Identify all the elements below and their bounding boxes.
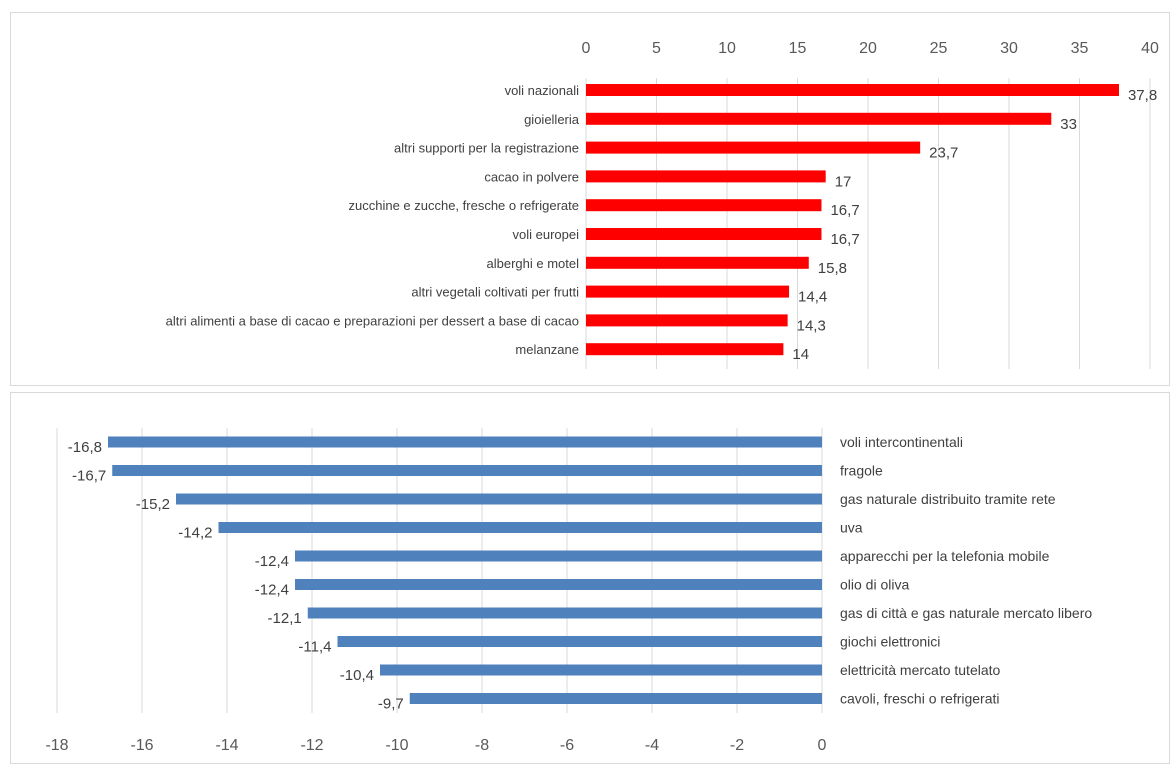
x-tick-label: -4 [645,737,659,754]
category-label: alberghi e motel [487,256,580,271]
data-label: 14,3 [797,317,826,334]
data-label: -15,2 [136,496,170,513]
x-tick-label: 35 [1071,40,1089,57]
category-label: cavoli, freschi o refrigerati [840,691,1000,707]
data-label: 16,7 [830,231,859,248]
bar [586,199,822,212]
x-tick-label: 0 [818,737,827,754]
bar [307,607,822,619]
bar [108,436,822,448]
bar [586,84,1119,96]
category-label: apparecchi per la telefonia mobile [840,548,1050,564]
bar [586,285,790,298]
bar [295,550,822,562]
bar [586,256,809,269]
data-label: -16,8 [68,439,102,456]
category-label: gas di città e gas naturale mercato libe… [840,605,1092,621]
bar [112,465,822,476]
category-label: altri supporti per la registrazione [394,141,579,156]
x-tick-label: 30 [1000,40,1018,57]
x-tick-label: -8 [475,737,489,754]
category-label: gas naturale distribuito tramite rete [840,491,1056,507]
category-label: melanzane [515,342,579,357]
bar [586,141,921,154]
bar [380,664,822,676]
category-label: elettricità mercato tutelato [840,662,1001,678]
data-label: 16,7 [830,202,859,219]
data-label: 14,4 [798,289,827,306]
bottom-chart-panel: -18 -16 -14 -12 -10 -8 -6 -4 -2 0 -16,8 voli interc… [10,392,1170,764]
x-tick-label: -14 [215,737,238,754]
data-label: -11,4 [298,639,331,656]
bar [586,343,784,356]
category-label: gioielleria [524,112,580,127]
x-tick-label: -18 [45,737,68,754]
category-label: uva [840,520,863,536]
data-label: -12,1 [268,610,302,627]
x-tick-label: -10 [385,737,408,754]
bar [218,522,822,533]
data-label: -12,4 [255,553,289,570]
x-tick-label: 25 [930,40,948,57]
category-label: voli europei [513,227,580,242]
data-label: 15,8 [818,260,847,277]
bar [409,693,822,704]
bar [586,112,1052,125]
bar [586,228,822,240]
data-label: 17 [835,173,852,190]
data-label: 37,8 [1128,87,1157,104]
bar [586,314,788,327]
bottom-bar-chart: -18 -16 -14 -12 -10 -8 -6 -4 -2 0 -16,8 voli interc… [45,428,1092,754]
category-label: altri alimenti a base di cacao e prepara… [166,313,579,328]
x-tick-label: 0 [582,40,591,57]
x-tick-label: 20 [859,40,877,57]
category-label: altri vegetali coltivati per frutti [411,285,579,300]
x-tick-label: 15 [789,40,807,57]
x-tick-label: 10 [718,40,736,57]
x-tick-label: -16 [130,737,153,754]
data-label: 33 [1060,116,1077,133]
data-label: -12,4 [255,582,289,599]
bar [586,170,826,183]
category-label: giochi elettronici [840,634,940,650]
category-label: cacao in polvere [484,169,579,184]
bar [337,636,822,647]
x-tick-label: 5 [652,40,661,57]
bar [176,493,822,505]
category-label: voli intercontinentali [840,434,963,450]
top-chart-panel: 0 5 10 15 20 25 30 35 40 voli nazionali 37,8 gioiel… [10,12,1170,386]
data-label: -10,4 [340,667,374,684]
top-bar-chart: 0 5 10 15 20 25 30 35 40 voli nazionali 37,8 gioiel… [166,40,1159,369]
data-label: -14,2 [178,525,212,542]
x-tick-label: 40 [1141,40,1159,57]
category-label: fragole [840,463,883,479]
data-label: 14 [792,346,809,363]
category-label: voli nazionali [505,83,580,98]
x-tick-label: -12 [300,737,323,754]
data-label: 23,7 [929,145,958,162]
category-label: zucchine e zucche, fresche o refrigerate [348,198,579,213]
category-label: olio di oliva [840,577,909,593]
data-label: -16,7 [72,468,106,485]
data-label: -9,7 [378,696,404,713]
x-tick-label: -2 [730,737,744,754]
bar [295,579,822,590]
x-tick-label: -6 [560,737,574,754]
